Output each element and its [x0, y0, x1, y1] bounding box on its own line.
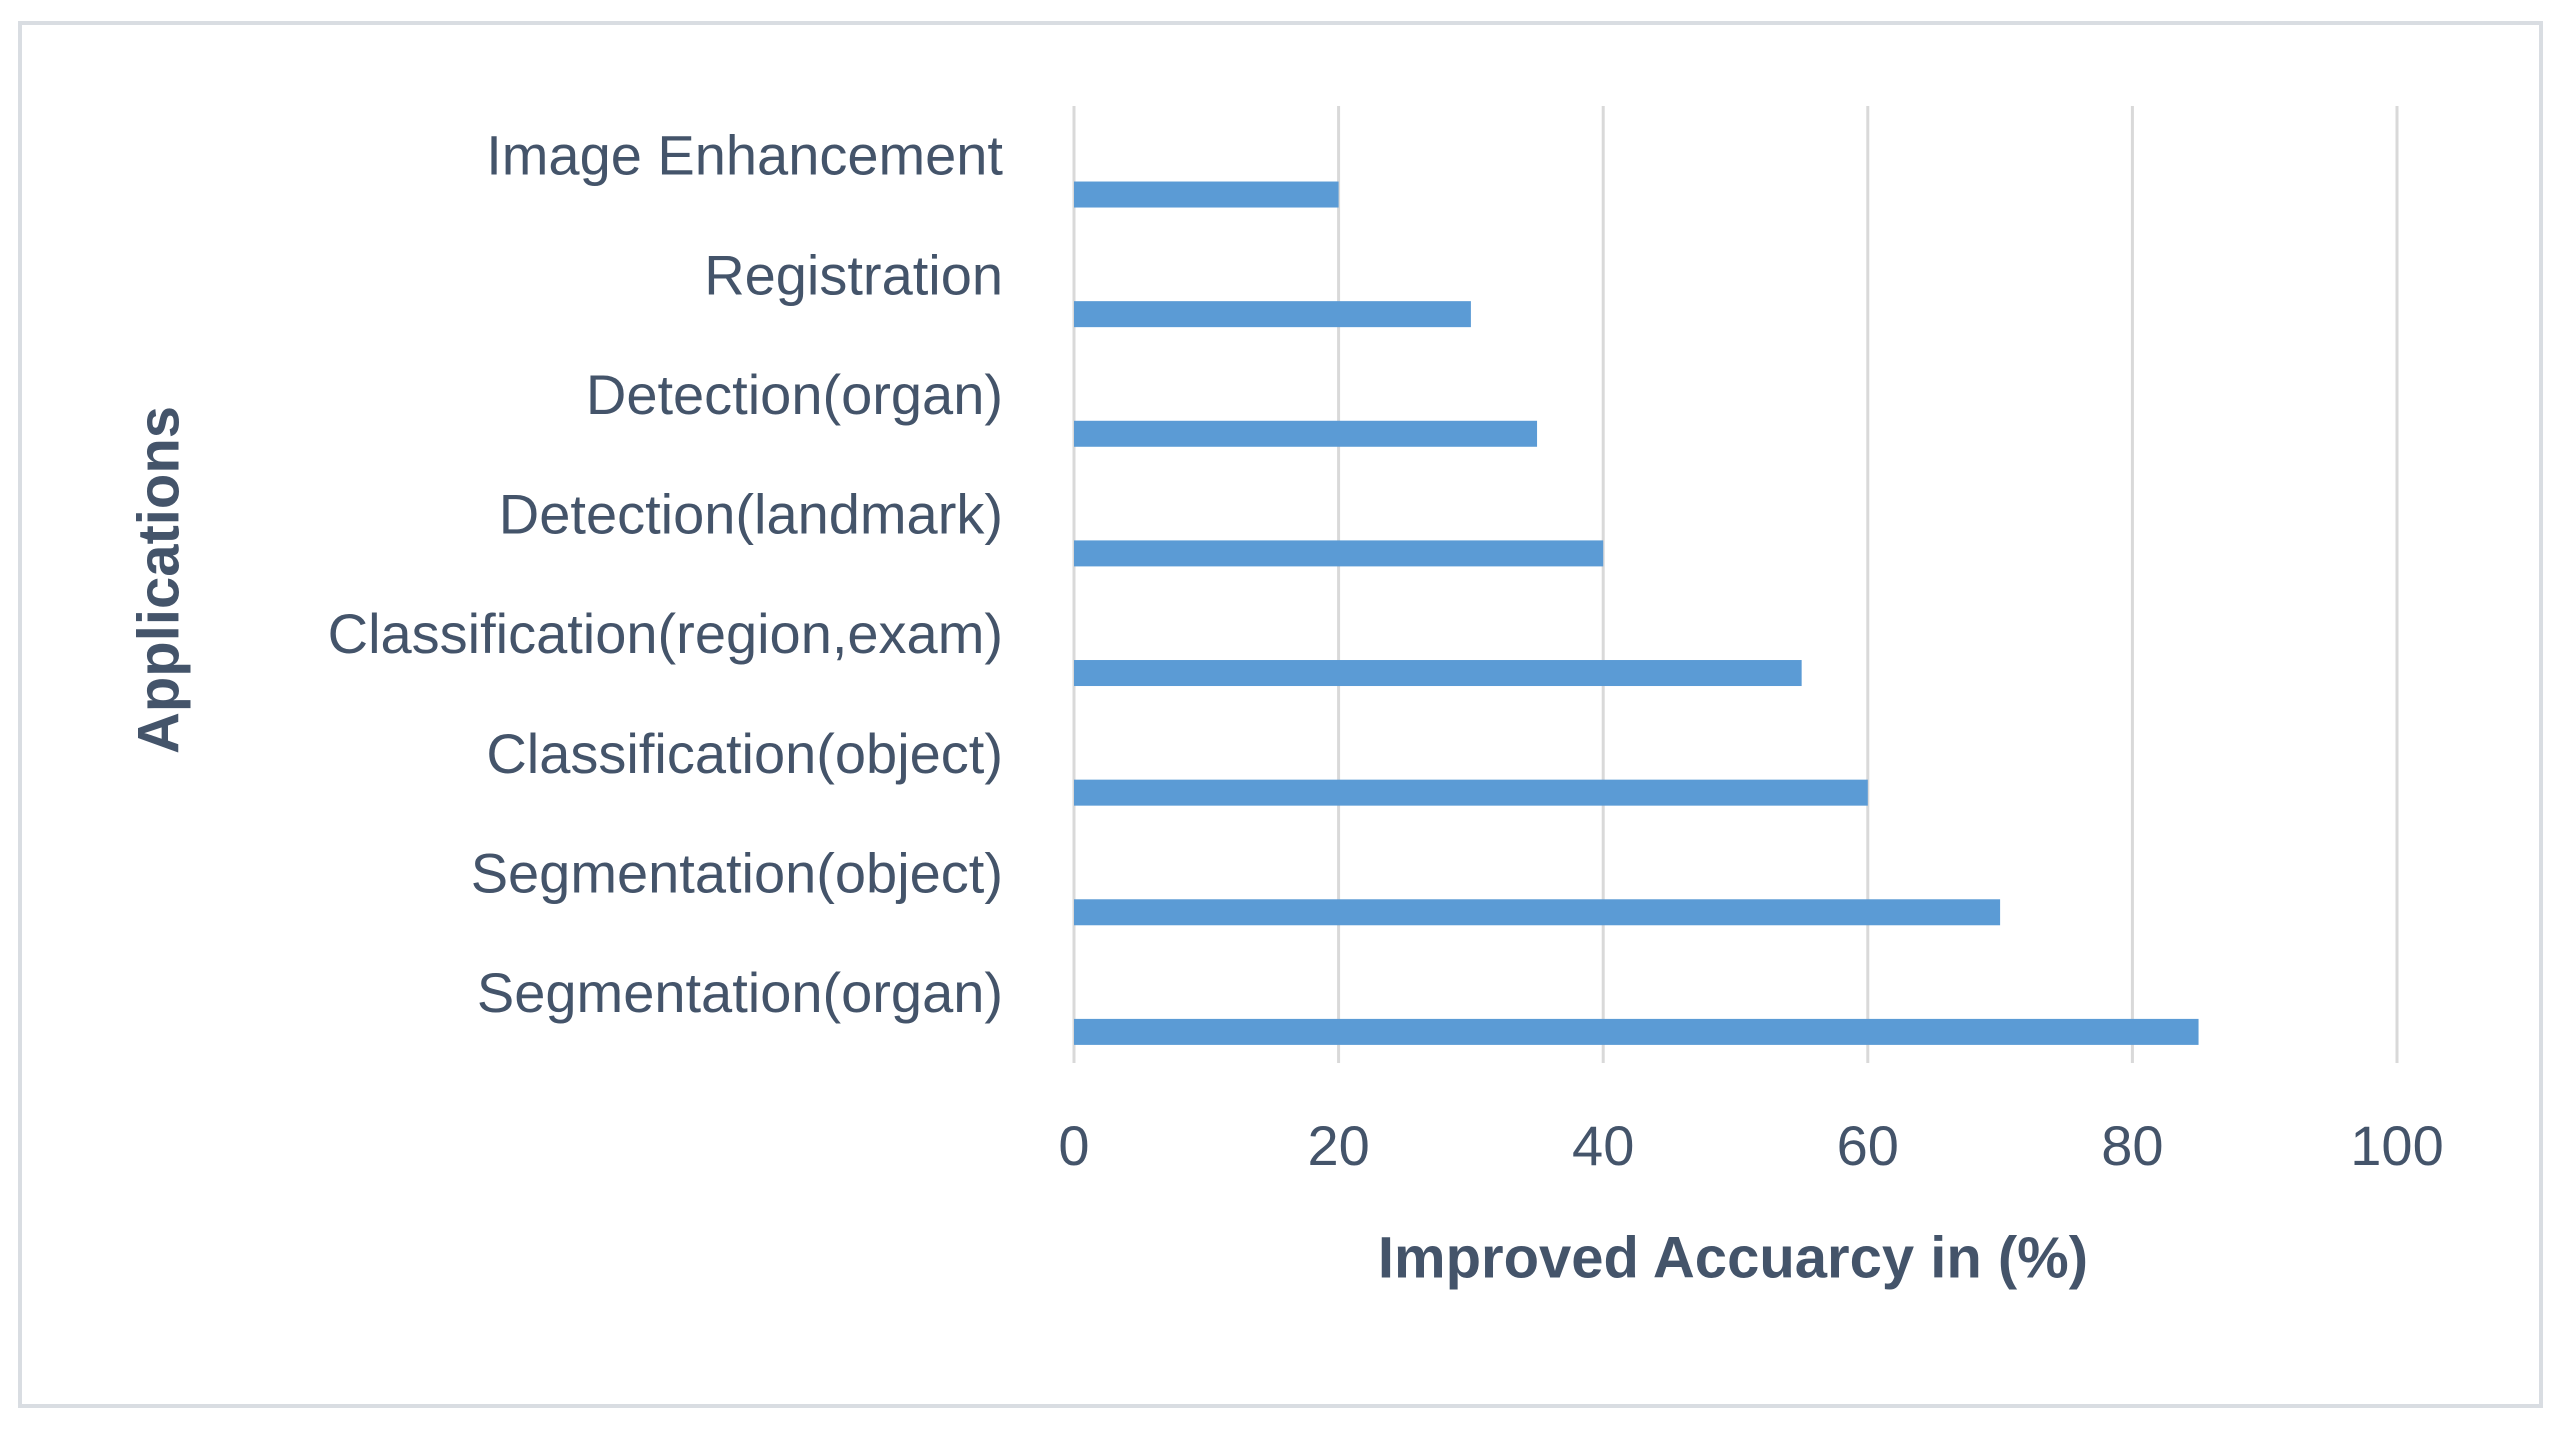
- bar: [1074, 779, 1868, 806]
- y-tick-label: Classification(object): [486, 722, 1003, 785]
- x-tick-label: 0: [1058, 1114, 1089, 1177]
- y-tick-label: Segmentation(organ): [477, 961, 1003, 1024]
- y-tick-label: Detection(organ): [586, 363, 1003, 426]
- x-axis-title: Improved Accuarcy in (%): [1378, 1225, 2088, 1290]
- bar: [1074, 899, 2001, 926]
- y-axis-title: Applications: [126, 406, 191, 754]
- y-tick-label: Segmentation(object): [471, 841, 1003, 904]
- x-tick-label: 100: [2350, 1114, 2443, 1177]
- x-tick-label: 20: [1307, 1114, 1369, 1177]
- y-tick-label: Registration: [704, 243, 1003, 306]
- y-tick-label: Detection(landmark): [499, 483, 1003, 546]
- bar: [1074, 1018, 2199, 1045]
- bar: [1074, 301, 1471, 328]
- x-tick-label: 80: [2101, 1114, 2163, 1177]
- bar: [1074, 181, 1339, 208]
- y-tick-label: Classification(region,exam): [328, 602, 1003, 665]
- bar: [1074, 660, 1802, 687]
- x-tick-label: 40: [1572, 1114, 1634, 1177]
- chart-frame: [18, 21, 2543, 1408]
- y-tick-label: Image Enhancement: [486, 124, 1003, 187]
- x-tick-label: 60: [1837, 1114, 1899, 1177]
- bar: [1074, 540, 1604, 567]
- bar: [1074, 420, 1538, 447]
